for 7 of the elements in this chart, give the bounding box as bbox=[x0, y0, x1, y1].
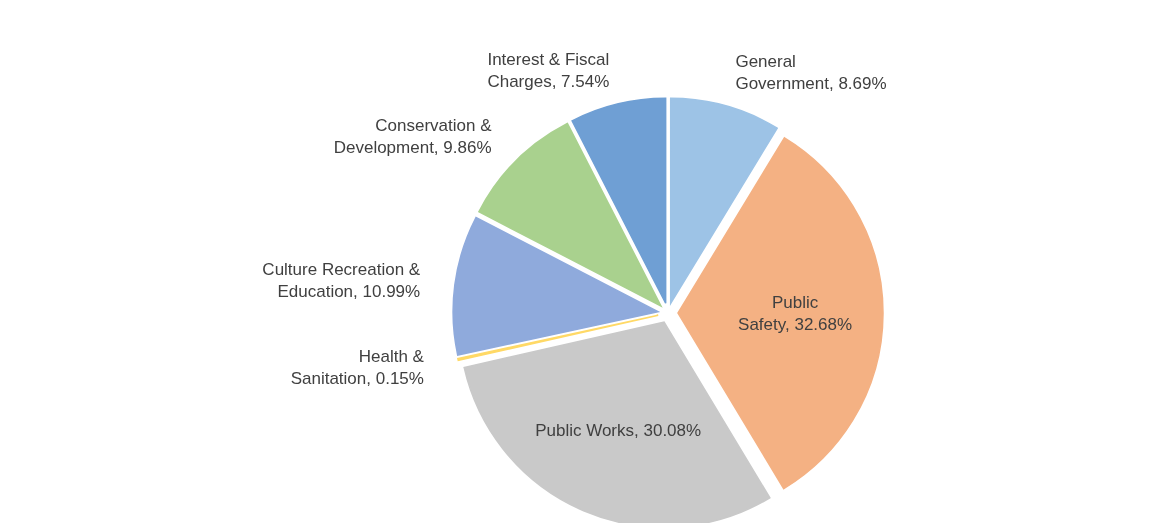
slice-label: Health & Sanitation, 0.15% bbox=[290, 346, 425, 388]
slice-label: Conservation & Development, 9.86% bbox=[333, 115, 493, 157]
slice-label: Public Works, 30.08% bbox=[535, 420, 702, 440]
slice-label: Public Safety, 32.68% bbox=[738, 292, 853, 334]
slice-label: Interest & Fiscal Charges, 7.54% bbox=[487, 49, 610, 91]
slice-label: General Government, 8.69% bbox=[735, 51, 887, 93]
slice-label: Culture Recreation & Education, 10.99% bbox=[262, 259, 421, 301]
